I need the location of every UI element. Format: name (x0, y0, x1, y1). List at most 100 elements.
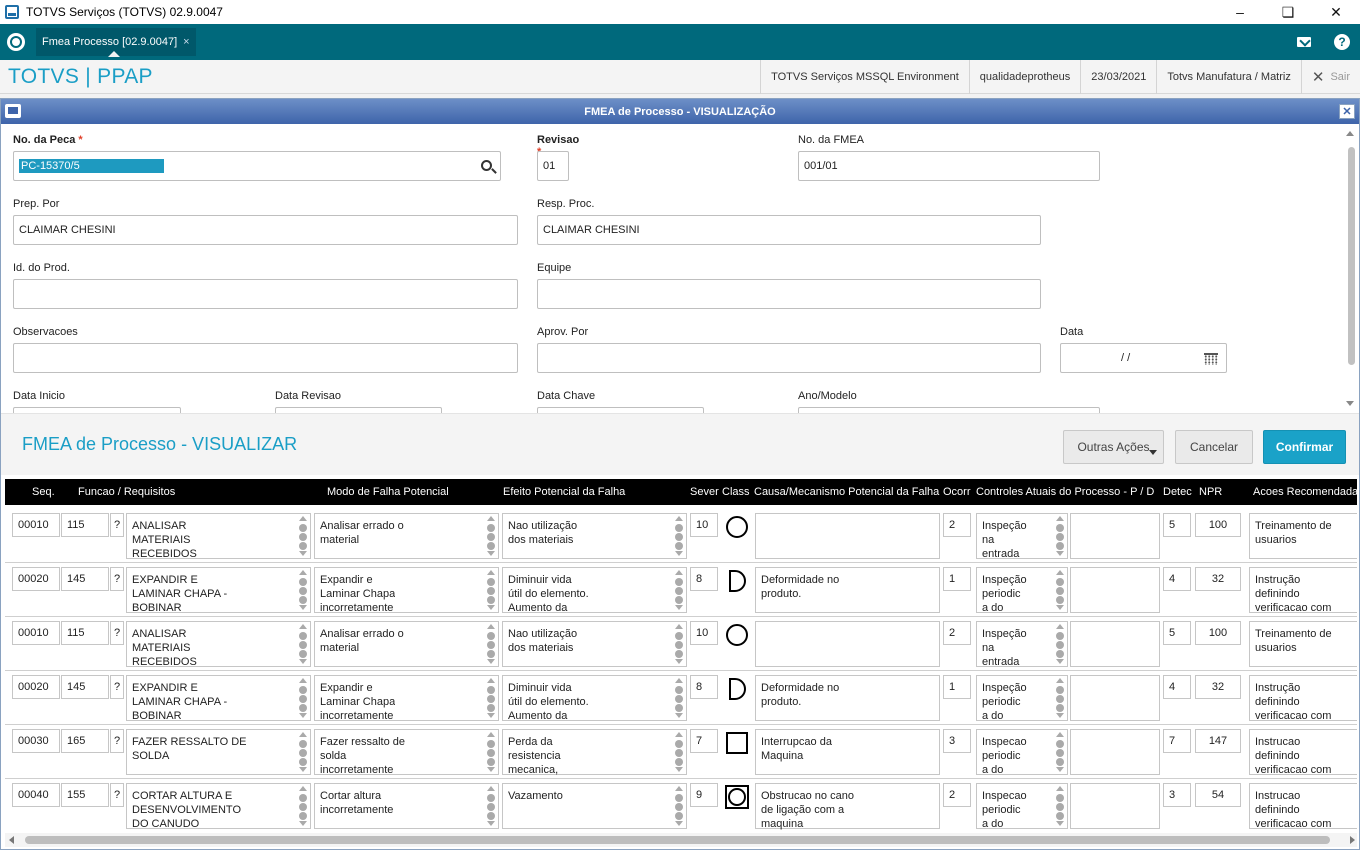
sever-cell[interactable]: 7 (690, 729, 718, 753)
code-cell[interactable]: 145 (61, 567, 109, 591)
cell-scroll-icon[interactable] (486, 678, 496, 718)
funcao-cell[interactable]: EXPANDIR E LAMINAR CHAPA - BOBINAR (126, 675, 311, 722)
ocorr-cell[interactable]: 2 (943, 621, 971, 645)
pd-cell[interactable] (1070, 567, 1160, 613)
lookup-button[interactable]: ? (110, 675, 124, 699)
npr-cell[interactable]: 54 (1195, 783, 1241, 807)
acoes-cell[interactable]: Instrução definindo verificacao com (1249, 675, 1357, 722)
cancel-button[interactable]: Cancelar (1175, 430, 1253, 464)
data-revisao-input[interactable] (275, 407, 442, 413)
efeito-cell[interactable]: Perda da resistencia mecanica, (502, 729, 687, 776)
ocorr-cell[interactable]: 1 (943, 567, 971, 591)
help-icon[interactable]: ? (1332, 32, 1352, 52)
cell-scroll-icon[interactable] (298, 732, 308, 772)
cell-scroll-icon[interactable] (1055, 732, 1065, 772)
close-window-button[interactable]: ✕ (1330, 3, 1342, 20)
dialog-close-button[interactable]: ✕ (1339, 104, 1355, 119)
detec-cell[interactable]: 5 (1163, 621, 1191, 645)
npr-cell[interactable]: 100 (1195, 621, 1241, 645)
idprod-input[interactable] (13, 279, 518, 309)
cell-scroll-icon[interactable] (298, 786, 308, 826)
scroll-right-icon[interactable] (1350, 836, 1355, 844)
ocorr-cell[interactable]: 3 (943, 729, 971, 753)
cell-scroll-icon[interactable] (674, 516, 684, 556)
acoes-cell[interactable]: Treinamento de usuarios (1249, 621, 1357, 667)
code-cell[interactable]: 115 (61, 621, 109, 645)
cell-scroll-icon[interactable] (1055, 678, 1065, 718)
lookup-button[interactable]: ? (110, 729, 124, 753)
h-scroll-thumb[interactable] (25, 836, 1330, 844)
form-scrollbar[interactable] (1345, 129, 1355, 409)
maximize-button[interactable]: ❏ (1281, 3, 1295, 20)
scroll-left-icon[interactable] (9, 836, 14, 844)
revisao-input[interactable]: 01 (537, 151, 569, 181)
cell-scroll-icon[interactable] (486, 516, 496, 556)
table-row[interactable]: 00010 115? ANALISAR MATERIAIS RECEBIDOS Ana… (5, 617, 1357, 671)
seq-cell[interactable]: 00030 (12, 729, 60, 753)
cell-scroll-icon[interactable] (486, 624, 496, 664)
col-sever[interactable]: Sever (690, 486, 719, 498)
data-inicio-input[interactable] (13, 407, 181, 413)
col-causa[interactable]: Causa/Mecanismo Potencial da Falha (754, 486, 940, 498)
seq-cell[interactable]: 00040 (12, 783, 60, 807)
code-cell[interactable]: 165 (61, 729, 109, 753)
causa-cell[interactable] (755, 513, 940, 559)
col-controles[interactable]: Controles Atuais do Processo - P / D (976, 486, 1155, 498)
cell-scroll-icon[interactable] (298, 570, 308, 610)
table-row[interactable]: 00020 145? EXPANDIR E LAMINAR CHAPA - BOBI… (5, 671, 1357, 725)
col-detec[interactable]: Detec (1163, 486, 1192, 498)
cell-scroll-icon[interactable] (674, 732, 684, 772)
acoes-cell[interactable]: Instrucao definindo verificacao com (1249, 729, 1357, 776)
table-row[interactable]: 00020 145? EXPANDIR E LAMINAR CHAPA - BOBI… (5, 563, 1357, 617)
ano-modelo-input[interactable] (798, 407, 1100, 413)
peca-input[interactable]: PC-15370/5 (13, 151, 501, 181)
efeito-cell[interactable]: Nao utilização dos materiais (502, 621, 687, 667)
col-npr[interactable]: NPR (1199, 486, 1223, 498)
seq-cell[interactable]: 00010 (12, 621, 60, 645)
lookup-button[interactable]: ? (110, 513, 124, 537)
funcao-cell[interactable]: CORTAR ALTURA E DESENVOLVIMENTO DO CANUD… (126, 783, 311, 830)
prep-input[interactable]: CLAIMAR CHESINI (13, 215, 518, 245)
exit-button[interactable]: ✕ Sair (1300, 60, 1360, 94)
ocorr-cell[interactable]: 2 (943, 783, 971, 807)
modo-cell[interactable]: Expandir e Laminar Chapa incorretamente (314, 567, 499, 614)
controle-cell[interactable]: Inspecao periodic a do (976, 729, 1068, 776)
col-seq[interactable]: Seq. (32, 486, 55, 498)
seq-cell[interactable]: 00020 (12, 675, 60, 699)
modo-cell[interactable]: Expandir e Laminar Chapa incorretamente (314, 675, 499, 722)
detec-cell[interactable]: 7 (1163, 729, 1191, 753)
nfmea-input[interactable]: 001/01 (798, 151, 1100, 181)
lookup-button[interactable]: ? (110, 567, 124, 591)
other-actions-button[interactable]: Outras Ações (1063, 430, 1164, 464)
pd-cell[interactable] (1070, 513, 1160, 559)
controle-cell[interactable]: Inspecao periodic a do (976, 783, 1068, 830)
search-icon[interactable] (481, 160, 492, 171)
causa-cell[interactable]: Deformidade no produto. (755, 567, 940, 613)
minimize-button[interactable]: – (1236, 4, 1244, 20)
npr-cell[interactable]: 32 (1195, 675, 1241, 699)
modo-cell[interactable]: Analisar errado o material (314, 513, 499, 559)
causa-cell[interactable]: Interrupcao da Maquina (755, 729, 940, 775)
col-ocorr[interactable]: Ocorr (943, 486, 971, 498)
sever-cell[interactable]: 8 (690, 675, 718, 699)
table-row[interactable]: 00030 165? FAZER RESSALTO DE SOLDA Fazer re… (5, 725, 1357, 779)
col-modo[interactable]: Modo de Falha Potencial (327, 486, 449, 498)
detec-cell[interactable]: 4 (1163, 567, 1191, 591)
funcao-cell[interactable]: ANALISAR MATERIAIS RECEBIDOS (126, 513, 311, 560)
cell-scroll-icon[interactable] (1055, 624, 1065, 664)
aprov-input[interactable] (537, 343, 1041, 373)
code-cell[interactable]: 155 (61, 783, 109, 807)
cell-scroll-icon[interactable] (674, 624, 684, 664)
pd-cell[interactable] (1070, 675, 1160, 721)
code-cell[interactable]: 145 (61, 675, 109, 699)
col-funcao[interactable]: Funcao / Requisitos (78, 486, 176, 498)
sever-cell[interactable]: 10 (690, 621, 718, 645)
cell-scroll-icon[interactable] (674, 786, 684, 826)
npr-cell[interactable]: 100 (1195, 513, 1241, 537)
code-cell[interactable]: 115 (61, 513, 109, 537)
controle-cell[interactable]: Inspeção periodic a do (976, 675, 1068, 722)
confirm-button[interactable]: Confirmar (1263, 430, 1346, 464)
modo-cell[interactable]: Cortar altura incorretamente (314, 783, 499, 829)
cell-scroll-icon[interactable] (674, 678, 684, 718)
cell-scroll-icon[interactable] (298, 678, 308, 718)
